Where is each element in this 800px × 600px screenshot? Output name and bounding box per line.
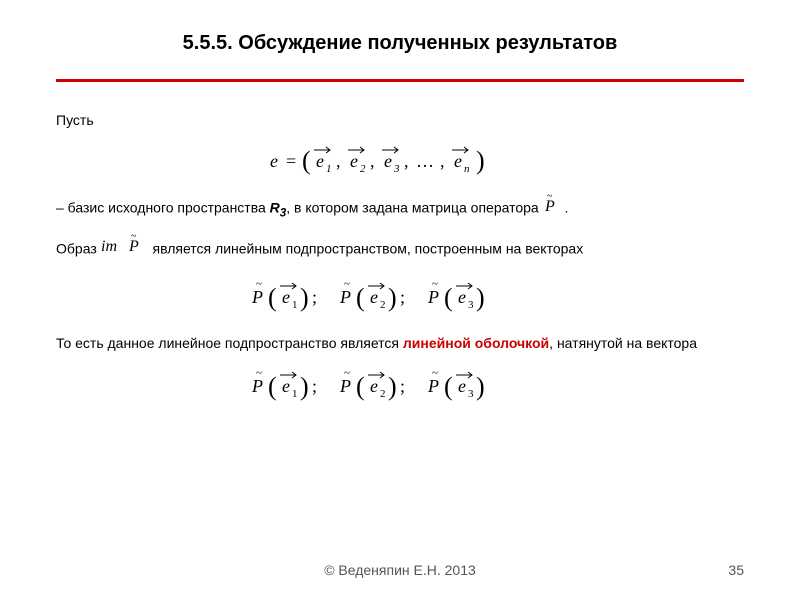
svg-text:2: 2 [360,163,366,175]
formula-images: ~ P ( e 1 ) ; ~ P ( e 2 ) [56,277,744,315]
svg-text:e: e [282,376,290,396]
svg-text:(: ( [444,283,453,312]
formula-span: ~ P ( e 1 ) ; ~ P ( e 2 ) [56,366,744,404]
svg-text:2: 2 [380,299,386,311]
svg-text:e: e [370,287,378,307]
svg-text:,: , [404,151,409,171]
svg-text:(: ( [268,372,277,401]
svg-text:): ) [300,372,309,401]
svg-text:P: P [251,376,263,396]
svg-text:1: 1 [326,163,332,175]
section-title: 5.5.5. Обсуждение полученных результатов [56,32,744,55]
svg-text:): ) [476,146,485,175]
svg-text:,: , [440,151,445,171]
svg-text:,: , [370,151,375,171]
svg-text:(: ( [356,283,365,312]
slide: 5.5.5. Обсуждение полученных результатов… [0,0,800,600]
para-let: Пусть [56,110,744,131]
svg-text:): ) [388,372,397,401]
svg-text:1: 1 [292,388,298,400]
svg-text:P: P [251,287,263,307]
svg-text:P: P [544,198,555,215]
svg-text:e: e [458,376,466,396]
copyright-text: © Веденяпин Е.Н. 2013 [96,562,704,578]
svg-text:P: P [427,287,439,307]
svg-text:P: P [339,376,351,396]
svg-text:e: e [454,151,462,171]
para2-pre: – базис исходного пространства [56,200,270,216]
svg-text:(: ( [356,372,365,401]
para-image: Образ im~P является линейным подпростран… [56,235,744,265]
svg-text:n: n [464,163,470,175]
span-svg: ~ P ( e 1 ) ; ~ P ( e 2 ) [250,366,550,404]
svg-text:): ) [476,372,485,401]
para-basis: – базис исходного пространства R3, в кот… [56,195,744,223]
para2-post: . [561,200,569,216]
svg-text:): ) [300,283,309,312]
space-R: R [270,200,280,216]
svg-text:3: 3 [393,163,400,175]
para4-pre: То есть данное линейное подпространство … [56,335,403,351]
svg-text:im: im [101,238,117,255]
page-number: 35 [704,562,744,578]
svg-text:3: 3 [468,299,474,311]
svg-text:1: 1 [292,299,298,311]
imP-inline: im~P [101,233,149,263]
svg-text:P: P [427,376,439,396]
slide-body: Пусть e = ( e 1 , [56,110,744,404]
svg-text:(: ( [302,146,311,175]
svg-text:P: P [128,238,139,255]
para2-mid: , в котором задана матрица оператора [286,200,542,216]
svg-text:): ) [388,283,397,312]
linear-hull-emph: линейной оболочкой [403,335,549,351]
svg-text:e: e [270,151,278,171]
svg-text:3: 3 [468,388,474,400]
svg-text:(: ( [444,372,453,401]
svg-text:e: e [384,151,392,171]
svg-text:=: = [286,151,296,171]
svg-text:;: ; [400,287,405,307]
para3-post: является линейным подпространством, пост… [149,241,584,257]
svg-text:e: e [282,287,290,307]
para4-post: , натянутой на вектора [549,335,697,351]
slide-footer: © Веденяпин Е.Н. 2013 35 [0,562,800,578]
basis-equation-svg: e = ( e 1 , e [270,143,530,177]
svg-text:;: ; [400,376,405,396]
svg-text:e: e [316,151,324,171]
svg-text:;: ; [312,376,317,396]
title-rule [56,79,744,82]
svg-text:,: , [336,151,341,171]
operator-P-inline: ~P [543,193,561,221]
svg-text:(: ( [268,283,277,312]
svg-text:;: ; [312,287,317,307]
formula-basis: e = ( e 1 , e [56,143,744,177]
svg-text:e: e [370,376,378,396]
svg-text:e: e [350,151,358,171]
para3-pre: Образ [56,241,101,257]
para-span: То есть данное линейное подпространство … [56,333,744,354]
svg-text:e: e [458,287,466,307]
svg-text:P: P [339,287,351,307]
images-svg: ~ P ( e 1 ) ; ~ P ( e 2 ) [250,277,550,315]
svg-text:…: … [416,151,434,171]
svg-text:): ) [476,283,485,312]
svg-text:2: 2 [380,388,386,400]
